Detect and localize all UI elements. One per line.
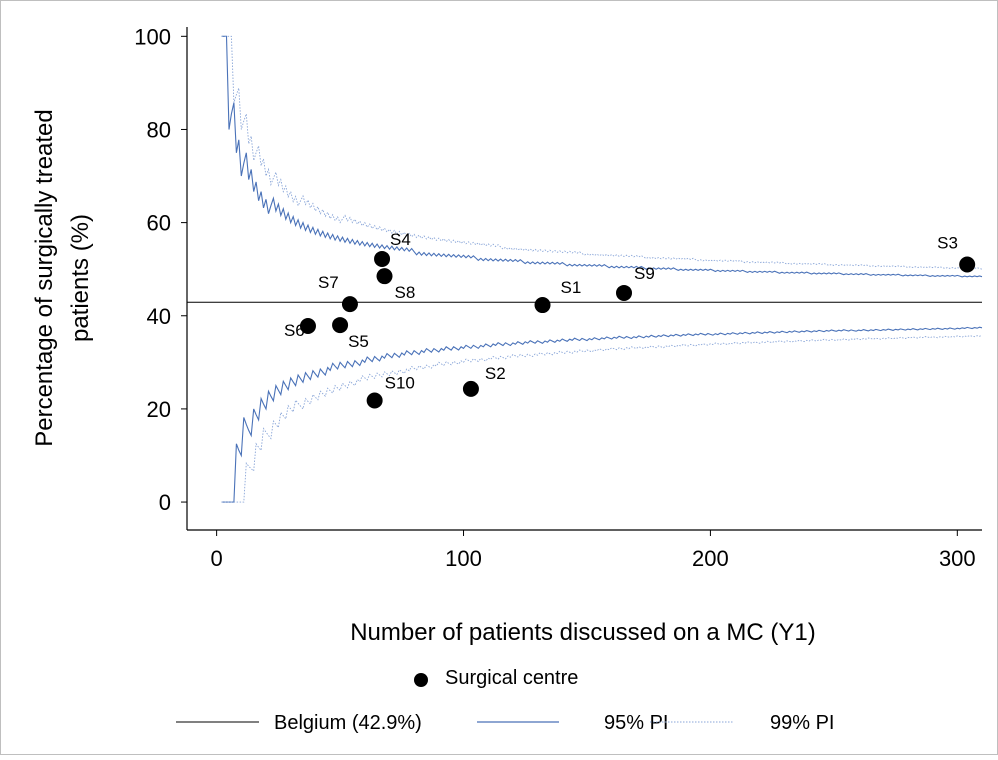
95pi-upper-limit [221,35,983,278]
centre-label-s4: S4 [390,230,411,249]
centre-label-s8: S8 [395,283,416,302]
x-tick-label: 100 [445,546,482,571]
y-tick-label: 40 [147,304,171,329]
x-tick-label: 300 [939,546,976,571]
y-axis-title-line2: patients (%) [67,214,94,342]
y-tick-label: 80 [147,117,171,142]
centre-label-s5: S5 [348,332,369,351]
x-tick-label: 0 [211,546,223,571]
prediction-limits [221,35,983,503]
legend-label-surgical-centre: Surgical centre [445,667,578,689]
centre-label-s6: S6 [284,321,305,340]
y-tick-label: 60 [147,211,171,236]
centre-point-s8 [376,268,393,285]
centre-label-s10: S10 [385,374,415,393]
centre-label-s1: S1 [561,278,582,297]
surgical-centre-points: S1 S2 S3 S4 S5 S6 S7 S8 S9 S10 [284,230,976,409]
centre-point-s3 [959,256,976,273]
centre-point-s10 [366,392,383,409]
y-tick-label: 0 [159,490,171,515]
legend-label-99pi: 99% PI [770,712,834,734]
centre-point-s5 [332,317,349,334]
y-axis-title-line1: Percentage of surgically treated [31,109,58,447]
legend-label-belgium: Belgium (42.9%) [274,712,422,734]
centre-label-s2: S2 [485,364,506,383]
y-tick-label: 20 [147,397,171,422]
centre-point-s6 [299,318,316,335]
legend-label-95pi: 95% PI [604,712,668,734]
95pi-lower-limit [221,326,983,503]
centre-label-s7: S7 [318,273,339,292]
centre-point-s7 [341,296,358,313]
x-tick-label: 200 [692,546,729,571]
x-axis-title: Number of patients discussed on a MC (Y1… [350,619,816,646]
centre-point-s4 [374,250,391,267]
99pi-upper-limit [221,35,983,270]
legend-marker-surgical-centre [414,673,428,687]
y-tick-label: 100 [134,24,171,49]
x-axis-ticks: 0 100 200 300 [211,530,976,571]
centre-point-s9 [616,284,633,301]
centre-point-s2 [462,380,479,397]
centre-label-s3: S3 [937,234,958,253]
y-axis-ticks: 0 20 40 60 80 100 [134,24,187,515]
centre-point-s1 [534,297,551,314]
centre-label-s9: S9 [634,264,655,283]
legend: Surgical centre Belgium (42.9%) 95% PI 9… [176,667,834,734]
